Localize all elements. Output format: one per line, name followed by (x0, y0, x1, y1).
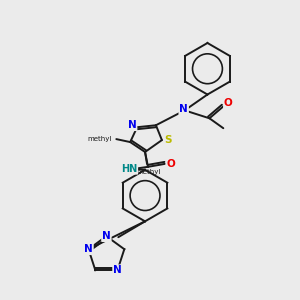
Text: N: N (84, 244, 93, 254)
Text: HN: HN (121, 164, 137, 174)
Text: O: O (167, 159, 175, 169)
Text: methyl: methyl (137, 169, 161, 175)
Text: methyl: methyl (87, 136, 111, 142)
Text: N: N (128, 120, 136, 130)
Text: N: N (113, 265, 122, 275)
Text: N: N (102, 231, 111, 241)
Text: O: O (224, 98, 233, 108)
Text: N: N (179, 104, 188, 114)
Text: S: S (164, 135, 172, 145)
